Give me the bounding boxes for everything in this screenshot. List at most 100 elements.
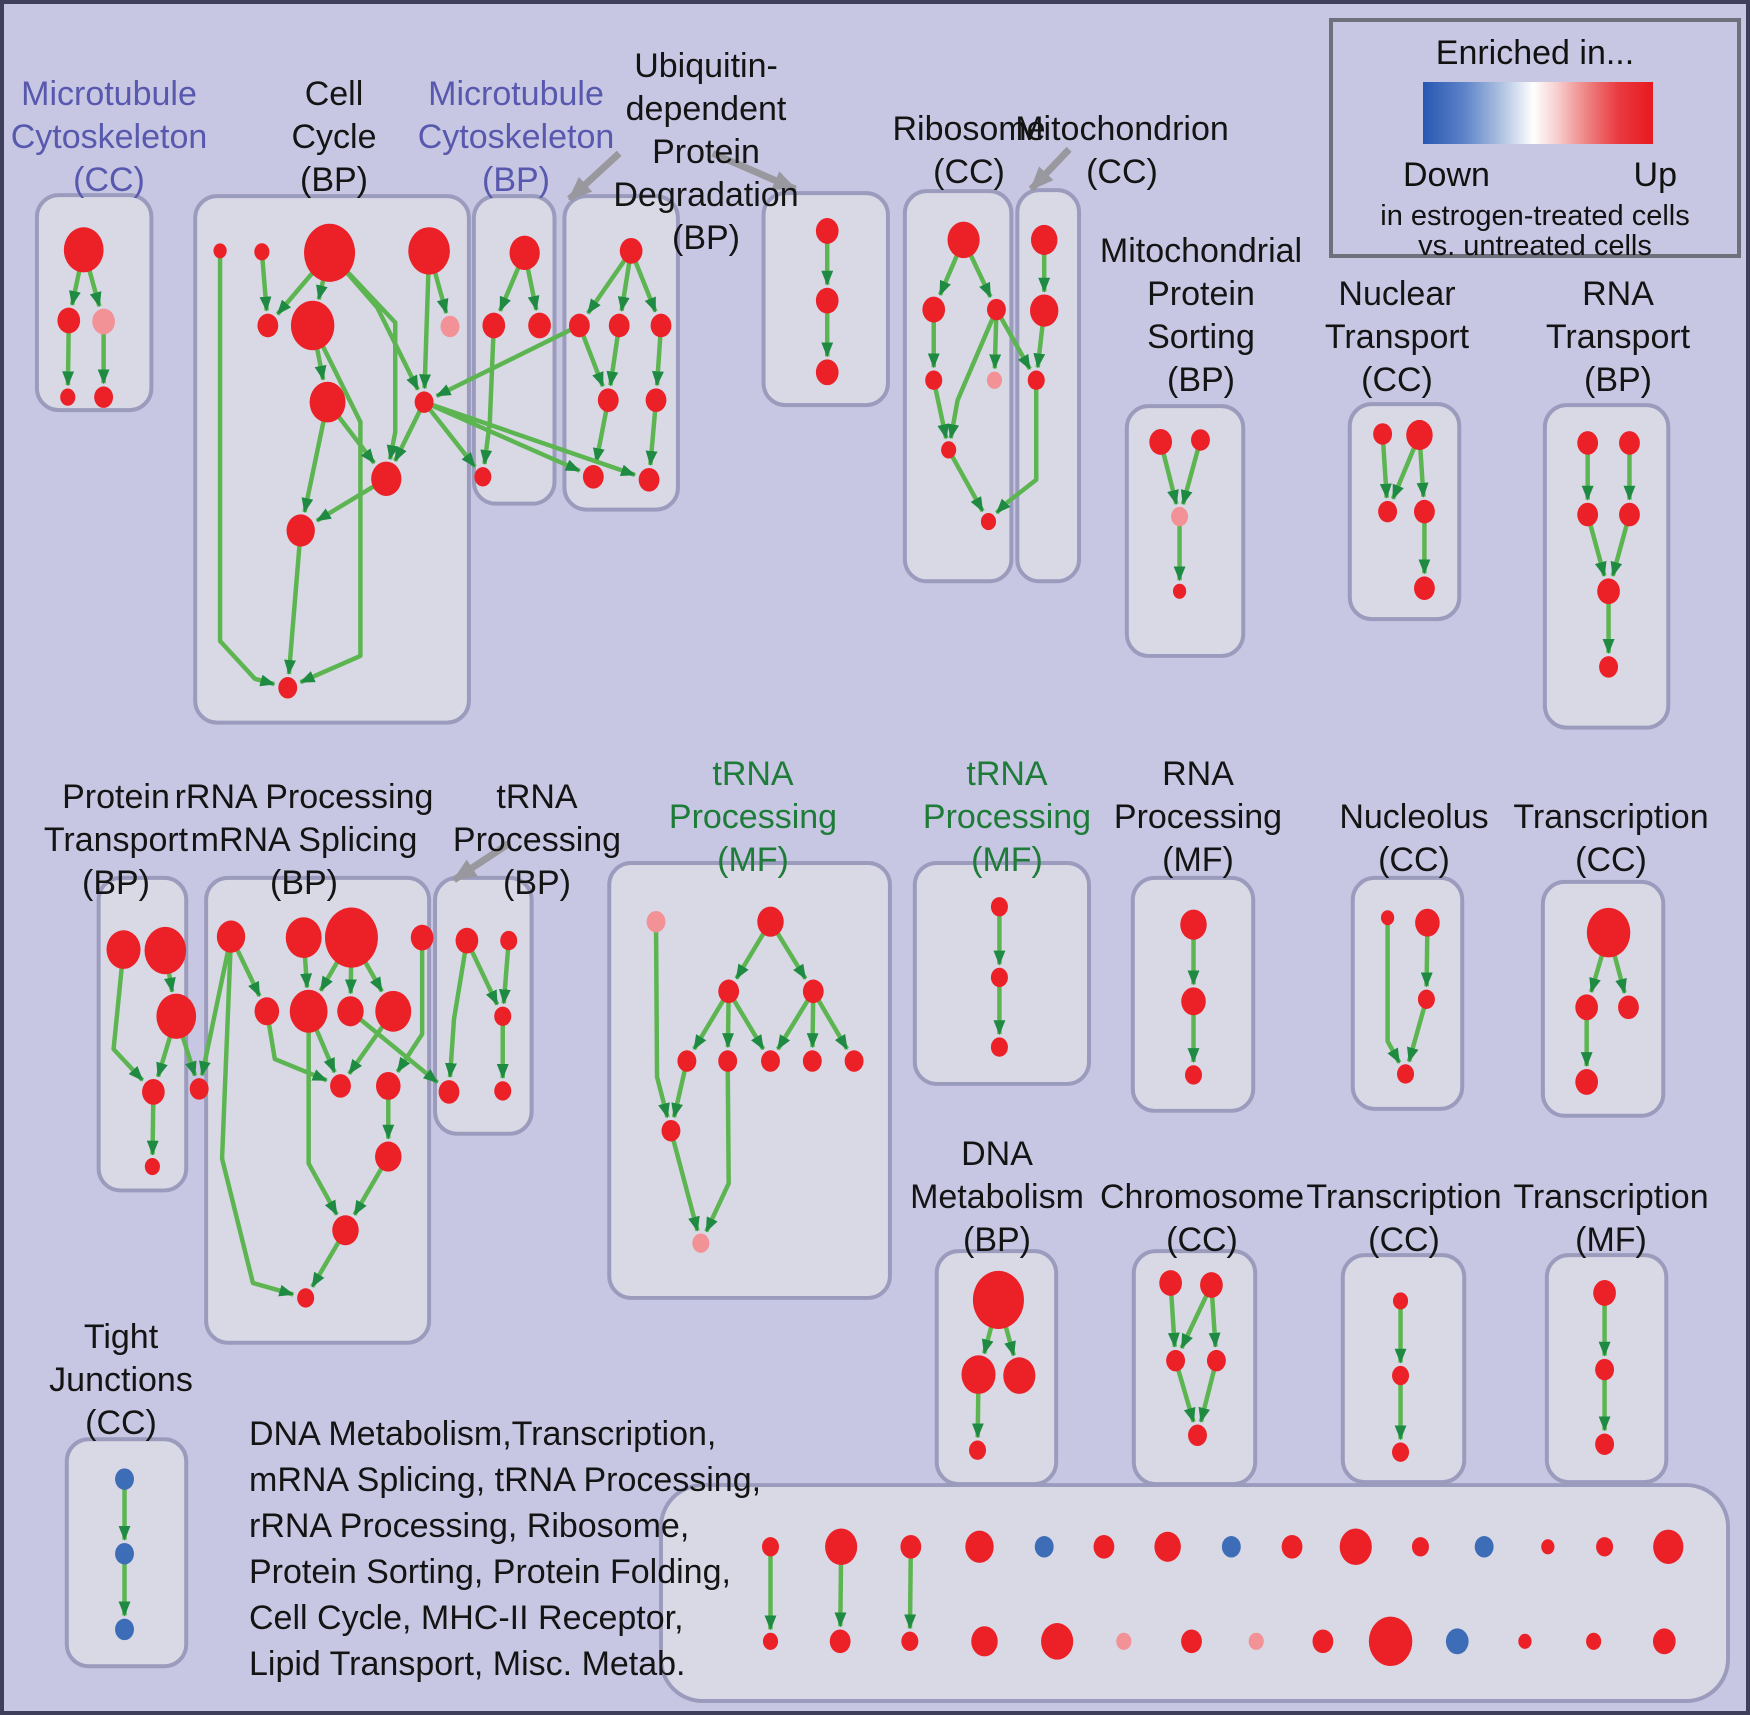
cluster-label-line: (BP) <box>672 219 740 257</box>
cluster-label-line: mRNA Splicing <box>190 821 418 859</box>
go-term-node-nt3 <box>1378 500 1398 523</box>
go-term-node-v3 <box>901 1631 919 1652</box>
go-term-node-tc2 <box>1575 994 1599 1021</box>
cluster-label-line: Tight <box>83 1318 159 1356</box>
go-term-node-w3 <box>900 1534 922 1559</box>
go-term-node-v5 <box>1041 1623 1074 1660</box>
go-term-node-tn2 <box>990 967 1008 988</box>
go-term-node-ty3 <box>1595 1433 1615 1455</box>
go-term-node-tm5 <box>718 1050 738 1072</box>
cluster-label-line: Processing <box>452 821 622 859</box>
go-term-node-tb3 <box>494 1006 512 1026</box>
cluster-label-line: (MF) <box>1575 1221 1647 1259</box>
go-term-node-cc1 <box>213 243 227 259</box>
go-term-node-ch4 <box>1206 1349 1226 1372</box>
cluster-box-rrna-processing-mrna-splicing-bp <box>204 875 432 1345</box>
annotation-line: Cell Cycle, MHC-II Receptor, <box>249 1599 684 1637</box>
go-term-node-rr7 <box>337 996 364 1027</box>
go-term-node-w1 <box>761 1537 779 1557</box>
cluster-label-ribosome-cc: Ribosome (CC) <box>892 108 1045 194</box>
cluster-label-line: Cell <box>304 75 364 113</box>
cluster-label-line: Transcription <box>1513 798 1709 836</box>
gray-pointer-arrow <box>567 150 622 202</box>
cluster-label-protein-transport-bp: Protein Transport (BP) <box>44 776 188 905</box>
edge-ub2-cc9 <box>435 323 581 398</box>
go-term-node-rb1 <box>947 221 980 259</box>
go-term-node-v9 <box>1312 1629 1334 1654</box>
cluster-label-line: (CC) <box>933 153 1005 191</box>
go-term-node-rb3 <box>986 298 1006 321</box>
gray-pointer-arrow <box>452 840 512 883</box>
cluster-label-line: (CC) <box>73 161 145 199</box>
go-term-node-ty2 <box>1595 1358 1615 1381</box>
go-term-node-v12 <box>1518 1633 1532 1649</box>
gray-pointer-arrow <box>711 150 798 193</box>
cluster-label-line: dependent <box>625 90 787 128</box>
cluster-label-ubiquitin-dependent-protein-degradation-bp: Ubiquitin-dependent Protein Degradation (BP… <box>613 45 798 260</box>
cluster-label-line: rRNA Processing <box>174 778 434 816</box>
cluster-label-rna-transport-bp: RNA Transport (BP) <box>1546 273 1690 402</box>
go-term-node-cc7 <box>440 315 460 338</box>
gray-pointer-arrow <box>1028 146 1072 192</box>
go-term-node-mbp2 <box>482 312 506 339</box>
go-term-node-mbp4 <box>474 467 492 487</box>
go-term-node-ch3 <box>1166 1349 1186 1372</box>
cluster-label-line: Cytoskeleton <box>417 118 615 156</box>
go-term-node-v13 <box>1586 1632 1602 1650</box>
go-term-node-pt6 <box>144 1157 160 1176</box>
edge-cc9-mbp4 <box>422 400 477 468</box>
legend-gradient-bar <box>1423 82 1653 144</box>
cluster-label-line: (CC) <box>1166 1221 1238 1259</box>
cluster-label-rna-processing-mf: RNA Processing (MF) <box>1114 753 1282 882</box>
cluster-box-nuclear-transport-cc <box>1347 402 1462 622</box>
go-term-node-rr10 <box>375 1071 401 1100</box>
cluster-label-line: Protein <box>652 133 760 171</box>
go-term-node-mp1 <box>1149 429 1173 455</box>
go-term-node-tm6 <box>761 1050 780 1072</box>
cluster-label-line: Mitochondrial <box>1099 232 1303 270</box>
edge-ch3-ch5 <box>1173 1360 1196 1423</box>
go-term-node-ubb1 <box>815 218 839 244</box>
cluster-label-line: tRNA <box>712 755 794 793</box>
cluster-label-mitochondrion-cc: Mitochondrion (CC) <box>1015 108 1229 194</box>
go-term-node-cc4 <box>408 227 450 275</box>
go-term-node-tc1 <box>1586 907 1631 958</box>
edge-nu1-nu4 <box>1385 917 1402 1064</box>
go-term-node-rr1 <box>216 920 246 953</box>
legend-subtitle-2: vs. untreated cells <box>1418 230 1652 262</box>
cluster-label-line: (BP) <box>1583 361 1652 399</box>
annotation-text-block: DNA Metabolism,Transcription, mRNA Splic… <box>249 1411 761 1687</box>
go-term-node-v8 <box>1248 1632 1264 1650</box>
go-term-node-tj3 <box>115 1618 134 1641</box>
go-term-node-rt1 <box>1577 431 1599 455</box>
go-term-node-mt1 <box>1030 224 1058 255</box>
cluster-label-line: Protein <box>62 778 170 816</box>
cluster-label-transcription-cc-mid: Transcription (CC) <box>1513 796 1708 882</box>
go-term-node-ch5 <box>1188 1424 1207 1447</box>
go-term-node-w6 <box>1093 1534 1115 1559</box>
go-term-node-ty1 <box>1593 1280 1616 1306</box>
cluster-label-line: (CC) <box>1368 1221 1440 1259</box>
go-term-node-ub5 <box>597 388 619 412</box>
edge-cc3-cc10 <box>327 251 399 461</box>
go-term-node-cc5 <box>257 313 279 338</box>
go-term-node-tc4 <box>1575 1069 1599 1095</box>
go-term-node-mcc1 <box>63 227 104 273</box>
edge-mbp2-mbp4 <box>480 325 497 465</box>
cluster-label-line: (MF) <box>717 841 789 879</box>
cluster-label-line: Degradation <box>613 176 799 214</box>
cluster-label-nucleolus-cc: Nucleolus (CC) <box>1339 796 1488 882</box>
cluster-label-line: Cycle <box>291 118 377 156</box>
go-term-node-rb4 <box>925 370 943 390</box>
edge-mt3-rb7 <box>995 380 1039 515</box>
go-term-node-mcc5 <box>94 386 114 408</box>
cluster-label-rrna-processing-mrna-splicing-bp: rRNA Processing mRNA Splicing (BP) <box>175 776 434 905</box>
cluster-label-line: Transport <box>43 821 189 859</box>
go-term-node-tm8 <box>844 1050 864 1072</box>
cluster-label-line: (BP) <box>481 161 550 199</box>
go-term-node-rr2 <box>285 917 322 959</box>
go-term-node-nu3 <box>1417 989 1435 1010</box>
go-term-node-tx3 <box>1392 1442 1410 1462</box>
go-term-node-tm3 <box>802 979 824 1004</box>
cluster-label-line: Nucleolus <box>1339 798 1489 836</box>
